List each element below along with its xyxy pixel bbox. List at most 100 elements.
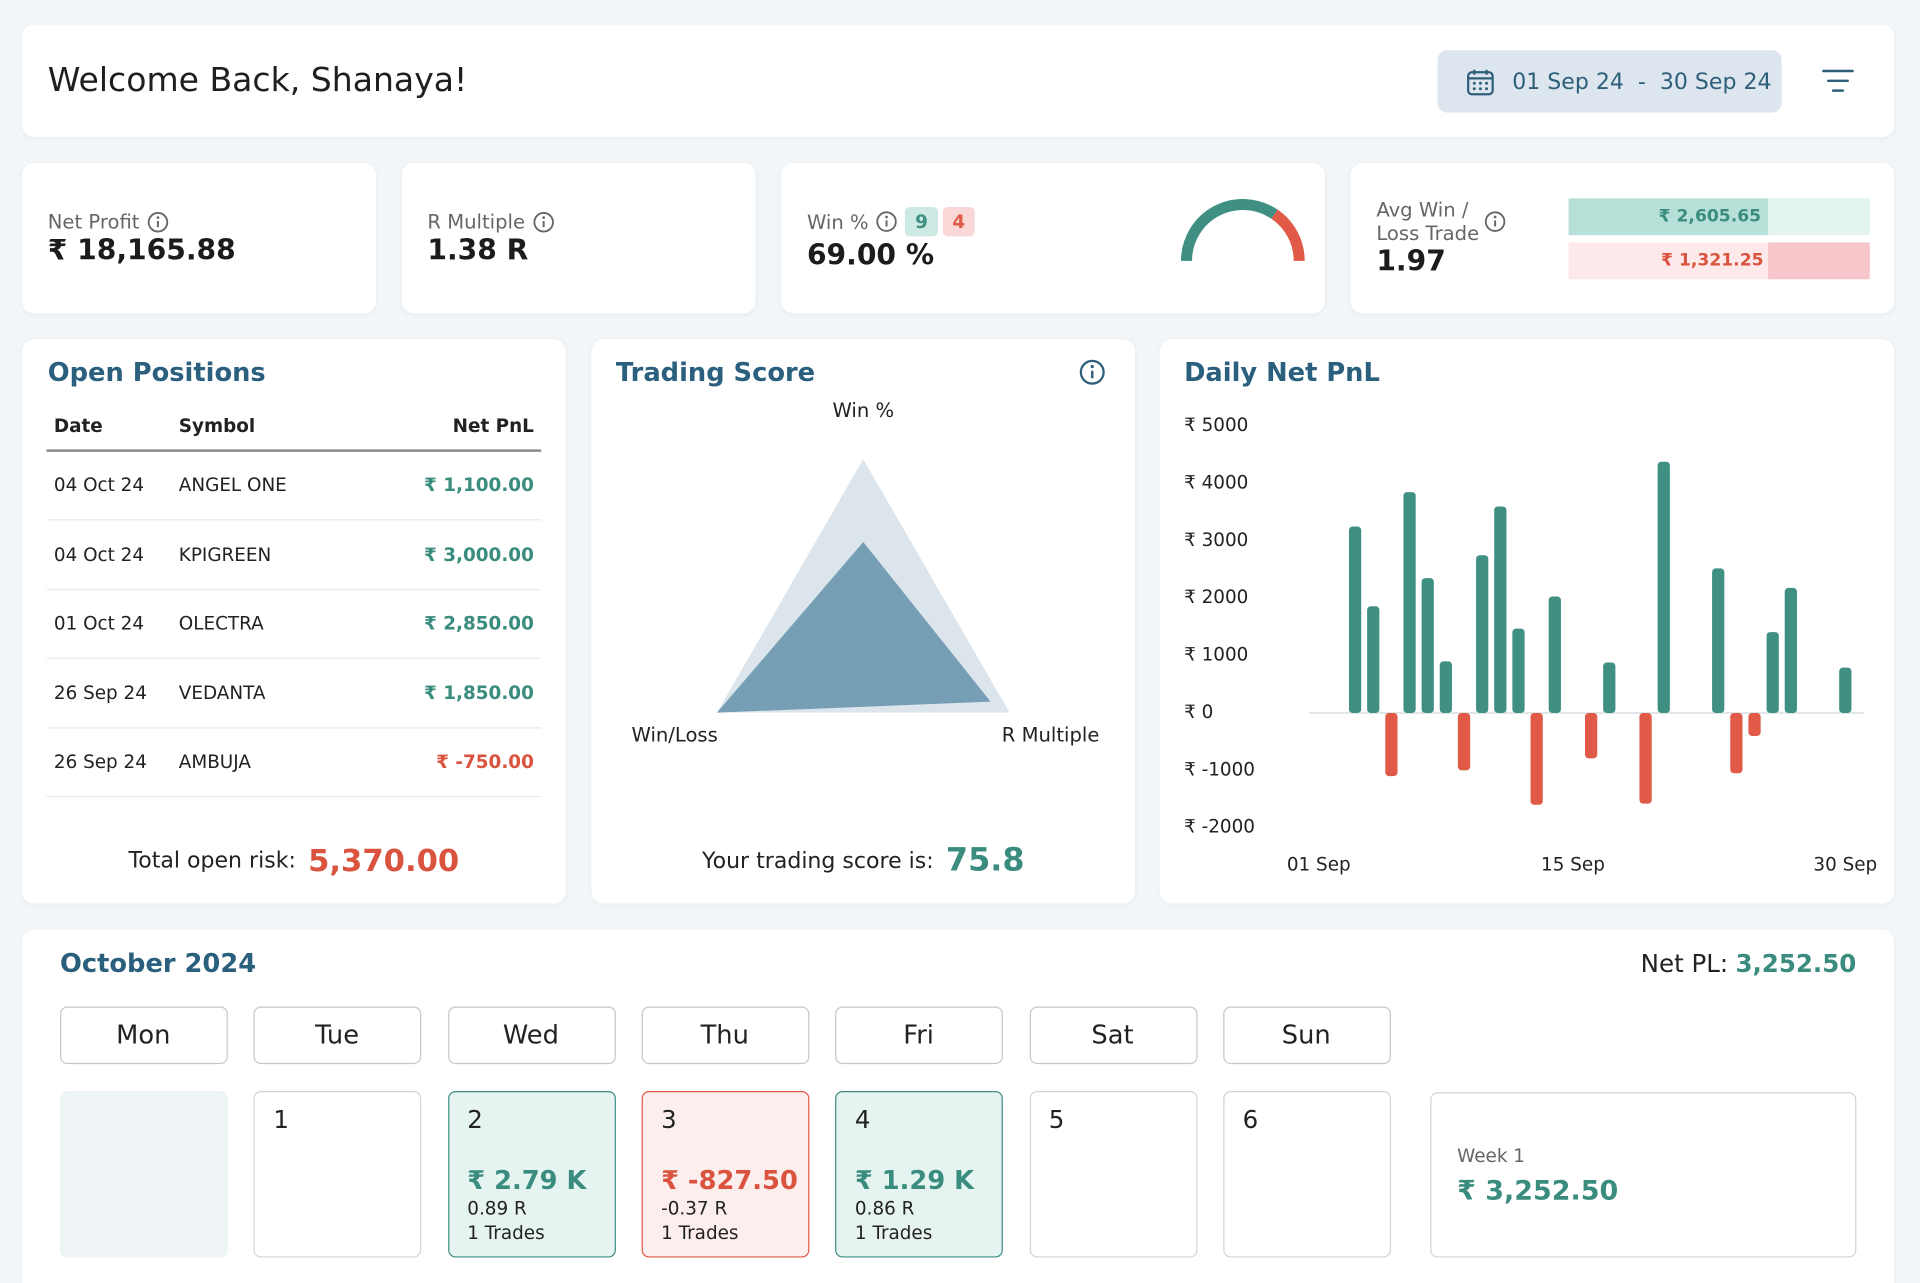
avg-loss-track: ₹ 1,321.25 [1568,242,1870,280]
week-pnl: ₹ 3,252.50 [1457,1176,1619,1207]
y-tick-label: ₹ -1000 [1184,759,1255,780]
bar [1603,662,1616,714]
position-pnl: ₹ 1,100.00 [424,473,534,496]
info-icon[interactable] [1484,211,1506,233]
bar [1494,506,1507,714]
info-glyph [147,211,169,232]
date-range-button[interactable]: 01 Sep 24 - 30 Sep 24 [1437,50,1782,113]
info-glyph [1079,359,1105,385]
position-symbol: AMBUJA [178,750,251,773]
weekday-header: Tue [253,1006,422,1065]
position-date: 26 Sep 24 [53,681,147,704]
radar-chart: Win % Win/Loss R Multiple [632,399,1100,746]
stat-value: ₹ 18,165.88 [47,235,236,267]
day-r-multiple: 0.86 R [854,1197,915,1220]
score-row: Your trading score is: 75.8 [591,842,1135,879]
net-pl-value: 3,252.50 [1735,948,1857,979]
position-date: 01 Oct 24 [53,612,145,635]
date-range: 01 Sep 24 - 30 Sep 24 [1512,69,1772,95]
stat-value: 69.00 % [806,240,935,272]
weekday-label: Sat [1091,1020,1134,1050]
bar [1421,578,1434,714]
weekday-label: Wed [502,1020,559,1050]
column-header: Net PnL [452,415,534,438]
avg-win-bar [1568,198,1769,236]
day-number: 5 [1048,1104,1065,1134]
win-gauge [1181,199,1305,262]
row-separator [46,588,542,590]
y-tick-label: ₹ 1000 [1184,645,1248,666]
y-tick-label: ₹ 2000 [1184,587,1248,608]
weekday-label: Sun [1281,1020,1331,1050]
info-ring [533,211,554,232]
info-icon[interactable] [532,211,554,233]
info-icon[interactable] [147,211,169,233]
weekday-header: Wed [447,1006,616,1065]
info-dot [885,215,889,219]
week-label: Week 1 [1457,1144,1526,1167]
stat-label: Net Profit [47,210,140,234]
day-cell[interactable]: 5 [1029,1091,1197,1258]
stat-value: 1.38 R [427,235,529,267]
bar [1439,661,1452,714]
day-cell[interactable]: 6 [1223,1091,1391,1258]
weekday-header: Thu [641,1006,810,1065]
score-label: Your trading score is: [702,847,934,874]
row-separator [46,726,542,728]
net-pl-row: Net PL: 3,252.50 [1641,949,1857,978]
position-pnl: ₹ 3,000.00 [424,543,534,566]
avg-loss-label: ₹ 1,321.25 [1661,251,1764,271]
info-ring [876,211,898,232]
calendar-title: October 2024 [60,948,257,979]
info-ring [1484,211,1506,232]
win-pct-card: Win % 9 4 69.00 % [781,162,1325,314]
weekday-header: Mon [60,1006,228,1065]
position-date: 04 Oct 24 [53,543,145,566]
bar [1457,713,1471,771]
open-positions-card: Open Positions Total open risk: 5,370.00… [22,339,566,904]
day-pnl: ₹ -827.50 [661,1165,798,1196]
x-tick-label: 01 Sep [1287,855,1351,876]
day-r-multiple: 0.89 R [467,1197,527,1220]
bar [1367,606,1380,714]
day-number: 4 [854,1104,871,1134]
stat-label: Win % [806,210,869,234]
weekday-header: Sat [1029,1006,1197,1065]
bar [1548,596,1561,714]
bar [1730,713,1743,774]
radar-axis-label: R Multiple [1002,723,1100,746]
day-number: 1 [273,1104,290,1134]
position-symbol: ANGEL ONE [178,473,287,496]
info-dot [542,215,545,219]
info-icon[interactable] [876,211,898,233]
header-rule [46,449,542,452]
stat-value: 1.97 [1376,246,1446,278]
day-cell[interactable]: 1 [253,1091,422,1258]
day-number: 3 [661,1104,677,1134]
bar [1839,667,1852,714]
bar [1766,632,1779,714]
filter-button[interactable] [1822,69,1854,93]
stat-label-row: Net Profit [48,210,169,233]
info-icon[interactable] [1079,359,1106,386]
losses-badge: 4 [942,206,975,237]
net-pl-label: Net PL: [1640,948,1729,979]
bar [1584,713,1598,759]
position-symbol: KPIGREEN [178,543,272,566]
y-tick-label: ₹ -2000 [1184,817,1255,838]
info-glyph [876,211,898,232]
bar [1657,461,1670,714]
wins-badge: 9 [905,206,938,237]
position-pnl: ₹ 1,850.00 [424,681,534,704]
column-header: Symbol [178,415,256,438]
day-r-multiple: -0.37 R [661,1197,728,1220]
day-pnl: ₹ 2.79 K [467,1165,587,1196]
weekday-header: Fri [835,1006,1004,1065]
day-trades: 1 Trades [661,1222,739,1245]
position-symbol: OLECTRA [178,612,264,635]
header-card: Welcome Back, Shanaya! 01 Sep 24 - 30 Se… [22,24,1895,138]
